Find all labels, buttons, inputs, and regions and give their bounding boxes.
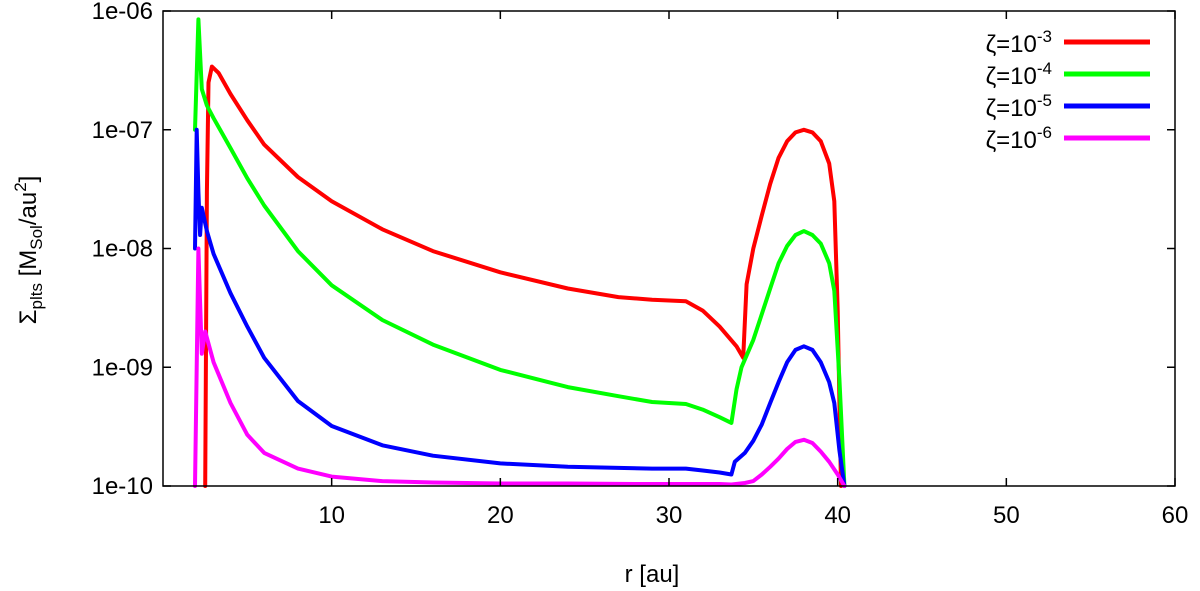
legend-label-base: ζ=10 (986, 31, 1037, 58)
legend-label: ζ=10-5 (986, 91, 1052, 122)
legend-label-exp: -5 (1037, 91, 1052, 110)
legend-label-exp: -4 (1037, 59, 1052, 78)
x-tick-label: 60 (1162, 502, 1189, 529)
y-tick-label: 1e-08 (92, 236, 153, 263)
y-axis-label: Σplts [MSol/au2] (11, 176, 46, 325)
legend-label-base: ζ=10 (986, 95, 1037, 122)
x-tick-label: 20 (487, 502, 514, 529)
legend-entry: ζ=10-6 (986, 123, 1150, 154)
x-tick-label: 10 (318, 502, 345, 529)
y-axis-label-sub2: Sol (27, 225, 46, 250)
legend-entry: ζ=10-5 (986, 91, 1150, 122)
legend-label-base: ζ=10 (986, 63, 1037, 90)
y-axis-label-main: Σ (15, 310, 42, 325)
y-tick-label: 1e-06 (92, 0, 153, 25)
y-axis-label-text3: ] (15, 176, 42, 183)
y-axis-label-sub: plts (27, 283, 46, 309)
legend-label-base: ζ=10 (986, 127, 1037, 154)
legend: ζ=10-3 ζ=10-4 ζ=10-5 ζ=10-6 (986, 27, 1150, 154)
x-tick-label: 50 (993, 502, 1020, 529)
series-line-3 (193, 127, 847, 488)
y-tick-label: 1e-09 (92, 354, 153, 381)
legend-entry: ζ=10-3 (986, 27, 1150, 58)
y-tick-label: 1e-07 (92, 117, 153, 144)
series-line-4 (193, 246, 847, 488)
legend-label-exp: -6 (1037, 123, 1052, 142)
x-tick-label: 30 (656, 502, 683, 529)
legend-label: ζ=10-6 (986, 123, 1052, 154)
legend-entry: ζ=10-4 (986, 59, 1150, 90)
series-line-1 (203, 64, 843, 488)
series-line-2 (193, 17, 847, 488)
y-axis-label-text2: /au (15, 192, 42, 225)
y-tick-label: 1e-10 (92, 473, 153, 500)
x-axis-label: r [au] (625, 561, 680, 588)
y-axis-label-text1: [M (15, 250, 42, 283)
legend-label: ζ=10-4 (986, 59, 1052, 90)
y-axis-label-sup: 2 (11, 182, 30, 191)
legend-label-exp: -3 (1037, 27, 1052, 46)
x-tick-label: 40 (824, 502, 851, 529)
series-layer (193, 17, 847, 488)
tick-layer: 10 20 30 40 50 60 1e-10 1e-09 1e-08 1e-07 1e-06 (92, 0, 1189, 529)
legend-label: ζ=10-3 (986, 27, 1052, 58)
